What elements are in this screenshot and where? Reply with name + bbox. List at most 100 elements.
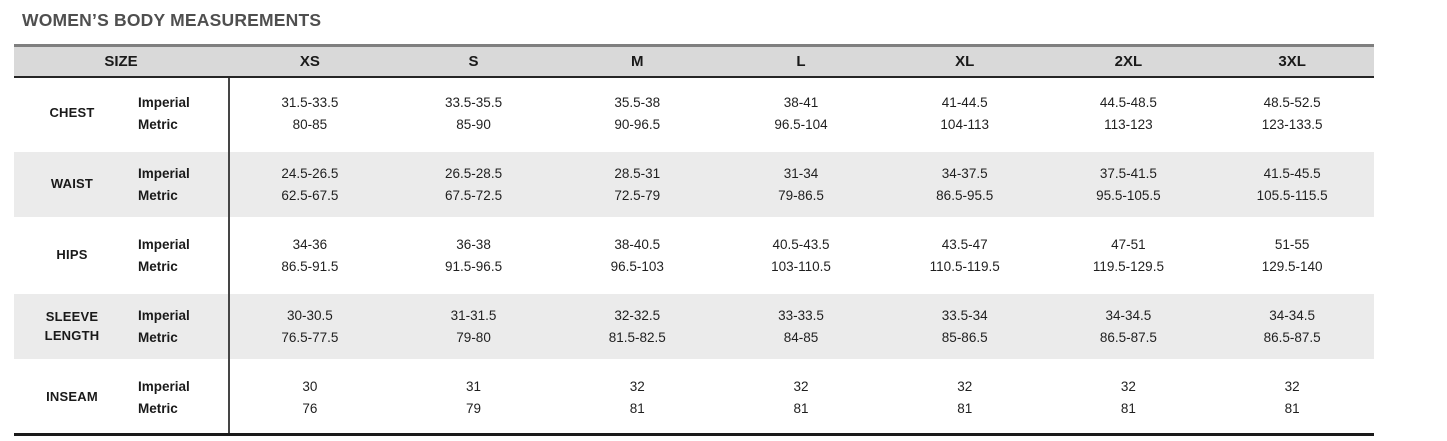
imperial-value: 31 [466, 378, 482, 394]
row-label: WAIST [14, 175, 130, 194]
metric-value: 76 [302, 400, 318, 416]
metric-value: 79-80 [456, 329, 491, 345]
imperial-value: 33.5-34 [941, 307, 988, 323]
imperial-value: 33.5-35.5 [445, 94, 503, 110]
metric-value: 123-133.5 [1261, 116, 1323, 132]
measurement-cell: 40.5-43.5 103-110.5 [719, 234, 883, 278]
table-row-waist: WAIST Imperial Metric 24.5-26.5 62.5-67.5… [14, 149, 1374, 220]
row-label: HIPS [14, 246, 130, 265]
measurement-cell: 32-32.5 81.5-82.5 [555, 305, 719, 349]
measurement-cell: 34-37.5 86.5-95.5 [883, 163, 1047, 207]
metric-label: Metric [138, 116, 178, 132]
measurement-cell: 31.5-33.5 80-85 [228, 92, 392, 136]
imperial-value: 47-51 [1111, 236, 1146, 252]
table-row-sleeve-length: SLEEVE LENGTH Imperial Metric 30-30.5 76.… [14, 291, 1374, 362]
measurement-cell: 38-41 96.5-104 [719, 92, 883, 136]
table-row-chest: CHEST Imperial Metric 31.5-33.5 80-85 33.… [14, 78, 1374, 149]
measurement-cell: 41.5-45.5 105.5-115.5 [1210, 163, 1374, 207]
imperial-value: 32 [957, 378, 973, 394]
metric-value: 81 [1120, 400, 1136, 416]
imperial-value: 33-33.5 [778, 307, 824, 323]
metric-value: 81 [957, 400, 973, 416]
metric-value: 72.5-79 [614, 187, 661, 203]
table-row-inseam: INSEAM Imperial Metric 30 76 31 79 32 81 32… [14, 362, 1374, 433]
unit-labels: Imperial Metric [130, 163, 228, 207]
measurement-cell: 44.5-48.5 113-123 [1047, 92, 1211, 136]
imperial-value: 38-41 [783, 94, 819, 110]
measurement-cell: 30 76 [228, 376, 392, 420]
imperial-value: 32 [1284, 378, 1300, 394]
vertical-divider [228, 78, 230, 433]
metric-value: 85-90 [456, 116, 491, 132]
measurement-cell: 32 81 [555, 376, 719, 420]
imperial-value: 41-44.5 [941, 94, 988, 110]
imperial-value: 38-40.5 [614, 236, 661, 252]
measurement-cell: 31-34 79-86.5 [719, 163, 883, 207]
imperial-value: 32 [629, 378, 645, 394]
metric-value: 86.5-87.5 [1263, 329, 1321, 345]
column-header-m: M [631, 53, 644, 70]
row-label: SLEEVE LENGTH [14, 308, 130, 346]
imperial-value: 51-55 [1274, 236, 1310, 252]
measurement-cell: 33-33.5 84-85 [719, 305, 883, 349]
row-label-text: CHEST [49, 105, 95, 121]
metric-value: 76.5-77.5 [281, 329, 339, 345]
measurement-cell: 47-51 119.5-129.5 [1047, 234, 1211, 278]
imperial-value: 34-34.5 [1269, 307, 1316, 323]
measurement-cell: 51-55 129.5-140 [1210, 234, 1374, 278]
measurement-cell: 33.5-35.5 85-90 [392, 92, 556, 136]
imperial-value: 24.5-26.5 [281, 165, 339, 181]
metric-value: 110.5-119.5 [929, 258, 1000, 274]
imperial-label: Imperial [138, 307, 190, 323]
metric-value: 62.5-67.5 [281, 187, 339, 203]
measurement-cell: 26.5-28.5 67.5-72.5 [392, 163, 556, 207]
imperial-value: 26.5-28.5 [445, 165, 503, 181]
imperial-label: Imperial [138, 165, 190, 181]
metric-label: Metric [138, 329, 178, 345]
table-header-row: SIZE XS S M L XL 2XL 3XL [14, 44, 1374, 78]
measurement-cell: 28.5-31 72.5-79 [555, 163, 719, 207]
measurement-cell: 34-36 86.5-91.5 [228, 234, 392, 278]
metric-value: 81 [793, 400, 809, 416]
imperial-value: 44.5-48.5 [1099, 94, 1157, 110]
metric-value: 85-86.5 [941, 329, 988, 345]
metric-value: 104-113 [940, 116, 989, 132]
metric-value: 105.5-115.5 [1256, 187, 1328, 203]
imperial-label: Imperial [138, 378, 190, 394]
imperial-value: 43.5-47 [941, 236, 988, 252]
metric-value: 84-85 [783, 329, 819, 345]
imperial-label: Imperial [138, 236, 190, 252]
metric-value: 81 [1284, 400, 1300, 416]
measurement-cell: 32 81 [719, 376, 883, 420]
unit-labels: Imperial Metric [130, 92, 228, 136]
metric-label: Metric [138, 400, 178, 416]
table-body: CHEST Imperial Metric 31.5-33.5 80-85 33.… [14, 78, 1374, 436]
imperial-value: 31.5-33.5 [281, 94, 339, 110]
metric-label: Metric [138, 258, 178, 274]
row-label: INSEAM [14, 388, 130, 407]
imperial-value: 48.5-52.5 [1263, 94, 1321, 110]
measurement-cell: 43.5-47 110.5-119.5 [883, 234, 1047, 278]
imperial-label: Imperial [138, 94, 190, 110]
measurement-cell: 24.5-26.5 62.5-67.5 [228, 163, 392, 207]
measurement-cell: 34-34.5 86.5-87.5 [1047, 305, 1211, 349]
row-label-text: HIPS [56, 247, 88, 263]
metric-value: 96.5-103 [610, 258, 664, 274]
imperial-value: 41.5-45.5 [1263, 165, 1321, 181]
metric-value: 113-123 [1104, 116, 1153, 132]
column-header-s: S [468, 53, 479, 70]
metric-value: 95.5-105.5 [1096, 187, 1161, 203]
imperial-value: 34-37.5 [941, 165, 988, 181]
imperial-value: 36-38 [456, 236, 491, 252]
unit-labels: Imperial Metric [130, 305, 228, 349]
measurement-cell: 38-40.5 96.5-103 [555, 234, 719, 278]
metric-value: 79-86.5 [778, 187, 824, 203]
column-header-l: L [796, 53, 806, 70]
metric-value: 90-96.5 [614, 116, 661, 132]
imperial-value: 32-32.5 [614, 307, 661, 323]
column-header-2xl: 2XL [1114, 53, 1143, 70]
size-table: SIZE XS S M L XL 2XL 3XL CHEST Imperial … [14, 44, 1374, 436]
imperial-value: 34-34.5 [1105, 307, 1152, 323]
measurement-cell: 31-31.5 79-80 [392, 305, 556, 349]
metric-label: Metric [138, 187, 178, 203]
